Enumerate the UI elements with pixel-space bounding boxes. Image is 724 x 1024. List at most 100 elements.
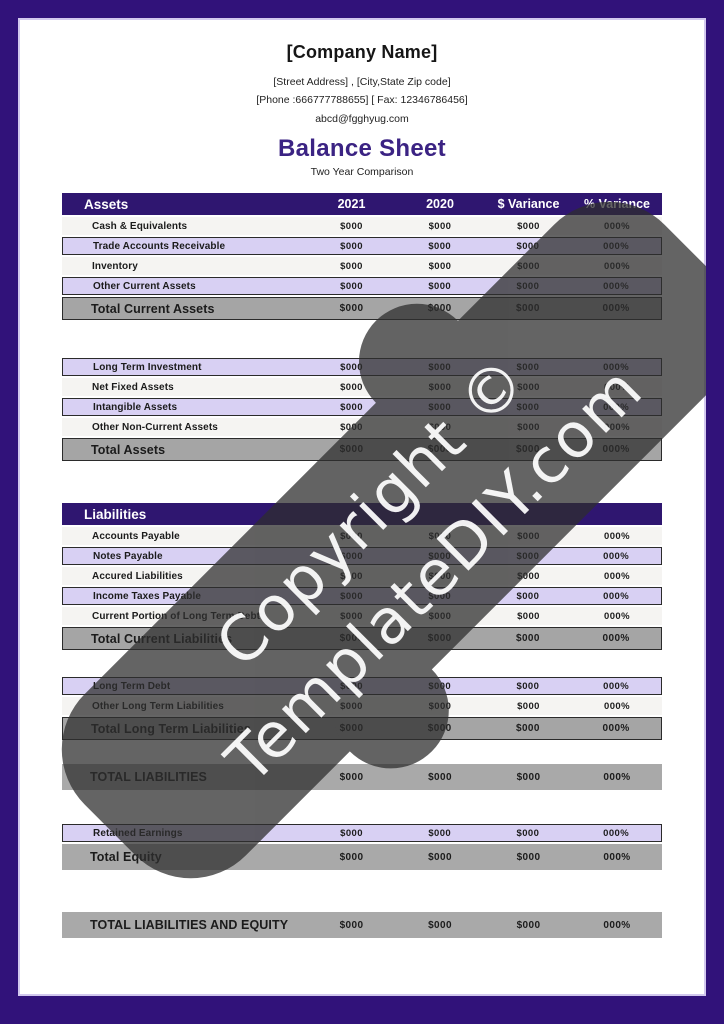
cell-2021: $000 xyxy=(340,280,363,292)
row-label: Other Current Assets xyxy=(93,280,196,292)
cell-2021: $000 xyxy=(339,444,364,456)
cell-percent-variance: 000% xyxy=(602,723,630,735)
row-label: Intangible Assets xyxy=(93,401,178,413)
cell-2020: $000 xyxy=(427,303,452,315)
table-row: Intangible Assets $000 $000 $000 000% xyxy=(62,398,662,417)
cell-2021: $000 xyxy=(340,550,363,562)
cell-2020: $000 xyxy=(428,361,452,373)
row-label: Other Non-Current Assets xyxy=(92,421,218,433)
cell-dollar-variance: $000 xyxy=(515,723,540,735)
row-label: TOTAL LIABILITIES AND EQUITY xyxy=(90,918,289,933)
cell-dollar-variance: $000 xyxy=(517,570,540,582)
cell-dollar-variance: $000 xyxy=(516,590,540,602)
row-label: Accured Liabilities xyxy=(92,570,183,582)
cell-2020: $000 xyxy=(428,610,452,622)
cell-dollar-variance: $000 xyxy=(517,530,540,542)
row-label: Other Long Term Liabilities xyxy=(92,700,224,712)
row-label: Long Term Debt xyxy=(93,680,171,692)
cell-percent-variance: 000% xyxy=(604,381,630,393)
table-row: Total Current Liabilities $000 $000 $000 000… xyxy=(62,627,662,651)
table-row: Notes Payable $000 $000 $000 000% xyxy=(62,547,662,566)
cell-2020: $000 xyxy=(427,444,452,456)
cell-percent-variance: 000% xyxy=(602,633,630,645)
cell-percent-variance: 000% xyxy=(602,303,630,315)
cell-dollar-variance: $000 xyxy=(517,381,540,393)
cell-dollar-variance: $000 xyxy=(517,260,540,272)
cell-2021: $000 xyxy=(340,827,363,839)
cell-percent-variance: 000% xyxy=(603,550,630,562)
cell-2020: $000 xyxy=(428,401,452,413)
address-line: [Street Address] , [City,State Zip code] xyxy=(273,76,451,88)
row-label: Trade Accounts Receivable xyxy=(93,240,226,252)
cell-2021: $000 xyxy=(340,421,363,433)
cell-2021: $000 xyxy=(339,633,364,645)
cell-2020: $000 xyxy=(428,570,452,582)
cell-dollar-variance: $000 xyxy=(517,421,540,433)
cell-2020: $000 xyxy=(428,260,452,272)
cell-dollar-variance: $000 xyxy=(515,303,540,315)
table-row: Trade Accounts Receivable $000 $000 $000 000… xyxy=(62,237,662,256)
row-label: Cash & Equivalents xyxy=(92,220,188,232)
cell-dollar-variance: $000 xyxy=(515,633,540,645)
section-assets-noncurrent: Long Term Investment $000 $000 $000 000% Net … xyxy=(62,358,662,462)
cell-dollar-variance: $000 xyxy=(516,550,540,562)
row-label: Inventory xyxy=(92,260,138,272)
cell-dollar-variance: $000 xyxy=(517,220,540,232)
section-liabilities-longterm: Long Term Debt $000 $000 $000 000% Other Long… xyxy=(62,677,662,741)
table-row: Total Assets $000 $000 $000 000% xyxy=(62,438,662,462)
cell-2020: $000 xyxy=(427,633,452,645)
cell-percent-variance: 000% xyxy=(603,680,630,692)
cell-2021: $000 xyxy=(340,361,363,373)
table-row: Income Taxes Payable $000 $000 $000 000% xyxy=(62,587,662,606)
row-label: TOTAL LIABILITIES xyxy=(90,770,207,785)
cell-2021: $000 xyxy=(339,851,364,863)
cell-dollar-variance: $000 xyxy=(516,401,540,413)
section-equity: Retained Earnings $000 $000 $000 000% Total E… xyxy=(62,824,662,871)
cell-2020: $000 xyxy=(428,381,452,393)
cell-dollar-variance: $000 xyxy=(517,700,540,712)
cell-dollar-variance: $000 xyxy=(516,280,540,292)
phone-fax-line: [Phone :666777788655] [ Fax: 12346786456… xyxy=(256,94,468,107)
column-header: 2020 xyxy=(426,197,454,212)
table-row: TOTAL LIABILITIES AND EQUITY $000 $000 $000… xyxy=(62,912,662,939)
section-header-liabilities-current: Liabilities xyxy=(62,503,662,526)
contact-block: [Street Address] , [City,State Zip code]… xyxy=(18,73,706,128)
cell-2020: $000 xyxy=(428,851,452,863)
cell-2021: $000 xyxy=(340,700,363,712)
section-liabilities-current: Liabilities Accounts Payable $000 $000 $000 0… xyxy=(62,503,662,651)
row-label: Income Taxes Payable xyxy=(93,590,201,602)
cell-2021: $000 xyxy=(340,401,363,413)
column-header: $ Variance xyxy=(497,197,560,212)
table-row: Retained Earnings $000 $000 $000 000% xyxy=(62,824,662,843)
cell-percent-variance: 000% xyxy=(603,240,630,252)
table-row: Total Current Assets $000 $000 $000 000% xyxy=(62,297,662,321)
column-header: 2021 xyxy=(337,197,366,212)
cell-2020: $000 xyxy=(428,919,452,931)
cell-2020: $000 xyxy=(428,771,452,783)
cell-dollar-variance: $000 xyxy=(515,444,540,456)
section-header-assets-current: Assets 2021 2020 $ Variance % Variance xyxy=(62,193,662,216)
row-label: Total Equity xyxy=(90,850,162,865)
cell-2020: $000 xyxy=(428,590,452,602)
cell-2020: $000 xyxy=(428,220,452,232)
row-label: Total Current Assets xyxy=(91,301,215,316)
cell-2021: $000 xyxy=(340,530,363,542)
cell-2021: $000 xyxy=(340,260,363,272)
row-label: Total Current Liabilities xyxy=(91,631,233,646)
table-row: Total Long Term Liabilities $000 $000 $000 0… xyxy=(62,717,662,741)
document-header: [Company Name] [Street Address] , [City,… xyxy=(18,18,706,178)
cell-2021: $000 xyxy=(340,381,363,393)
cell-dollar-variance: $000 xyxy=(516,771,541,783)
row-label: Notes Payable xyxy=(93,550,163,562)
cell-percent-variance: 000% xyxy=(603,401,630,413)
row-label: Long Term Investment xyxy=(93,361,202,373)
table-row: Long Term Debt $000 $000 $000 000% xyxy=(62,677,662,696)
cell-2020: $000 xyxy=(428,240,452,252)
cell-percent-variance: 000% xyxy=(603,771,631,783)
cell-2020: $000 xyxy=(428,700,452,712)
cell-percent-variance: 000% xyxy=(604,570,630,582)
table-row: Other Non-Current Assets $000 $000 $000 000% xyxy=(62,418,662,437)
cell-percent-variance: 000% xyxy=(603,851,631,863)
cell-2020: $000 xyxy=(428,530,452,542)
